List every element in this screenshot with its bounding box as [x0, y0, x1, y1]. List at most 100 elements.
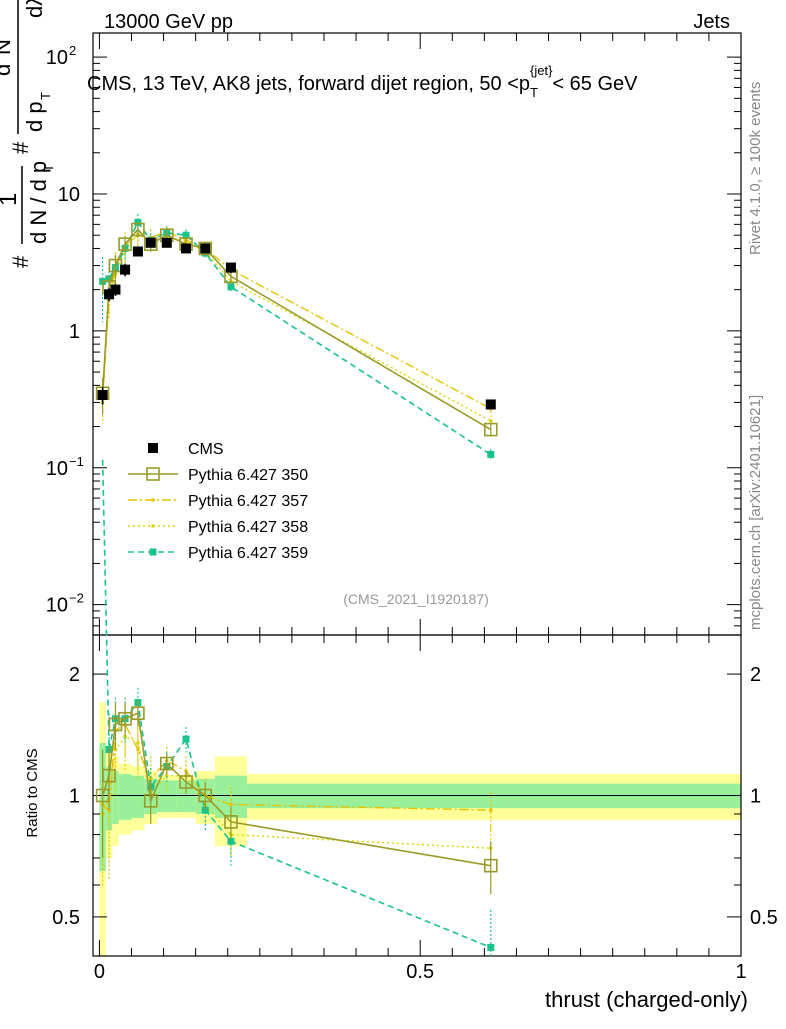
- ratio-point-350: [224, 815, 238, 829]
- ratio-y-tick-label-right: 1: [750, 786, 761, 808]
- top-y-tick-label: 10: [46, 458, 68, 480]
- top-y-tick-label: 10: [58, 184, 80, 206]
- point-350: [483, 422, 498, 437]
- point-359: [134, 218, 142, 226]
- plot-title: CMS, 13 TeV, AK8 jets, forward dijet reg…: [87, 63, 638, 100]
- cms-point: [200, 243, 211, 254]
- series-line-358: [101, 233, 492, 422]
- ylabel-t2: T: [38, 92, 53, 100]
- rivet-label: Rivet 4.1.0, ≥ 100k events: [747, 82, 764, 255]
- ratio-point-350: [143, 794, 158, 808]
- point-350: [198, 241, 213, 256]
- x-tick-label: 0: [94, 961, 105, 983]
- ratio-point-358: [136, 741, 140, 745]
- ratio-y-tick-label: 1: [69, 786, 80, 808]
- cms-point: [104, 289, 115, 300]
- legend-label: CMS: [188, 441, 224, 458]
- cms-point: [225, 262, 236, 273]
- x-tick-label: 1: [735, 961, 746, 983]
- cms-point: [97, 390, 108, 401]
- legend-label: Pythia 6.427 359: [188, 545, 308, 562]
- y-axis-label: # 1 d N / d p T # d 2 N d p T dλ: [0, 0, 56, 268]
- cms-point: [132, 246, 143, 257]
- point-350: [131, 222, 145, 237]
- top-y-tick-label: 10: [46, 47, 68, 69]
- ylabel-d2: d: [0, 64, 15, 76]
- title-sup: {jet}: [530, 63, 553, 78]
- ylabel-hash-2: #: [8, 141, 33, 154]
- x-axis-label: thrust (charged-only): [545, 987, 748, 1012]
- ratio-point-359: [227, 837, 235, 845]
- x-tick-label: 0.5: [406, 961, 434, 983]
- ratio-point-357: [136, 747, 140, 752]
- title-sub: T: [530, 85, 538, 100]
- point-350: [118, 237, 132, 251]
- band-inner-4: [131, 775, 145, 818]
- ratio-y-tick-label: 2: [69, 664, 80, 686]
- cms-point: [181, 243, 192, 254]
- analysis-id: (CMS_2021_I1920187): [343, 591, 489, 607]
- point-358: [488, 419, 493, 423]
- ylabel-hash-1: #: [8, 255, 33, 268]
- legend-label: Pythia 6.427 350: [188, 467, 308, 484]
- ratio-point-350: [131, 706, 145, 720]
- ratio-point-350: [118, 711, 132, 726]
- legend-marker-cms: [148, 443, 158, 453]
- legend: CMS Pythia 6.427 350 Pythia 6.427 357 Pythi…: [128, 441, 308, 562]
- ylabel-two: 2: [0, 56, 3, 63]
- ratio-point-359: [182, 735, 190, 743]
- point-359: [487, 450, 495, 458]
- top-y-tick-label: 1: [69, 321, 80, 343]
- ratio-y-tick-label-right: 2: [750, 664, 761, 686]
- band-inner-6: [157, 780, 177, 813]
- legend-label: Pythia 6.427 357: [188, 493, 308, 510]
- series-line-357: [101, 230, 492, 410]
- ratio-point-350: [198, 788, 213, 803]
- top-y-tick-exponent: −2: [69, 591, 84, 606]
- ylabel-dlambda: dλ: [22, 0, 47, 18]
- ylabel-one: 1: [0, 193, 22, 206]
- ylabel-t1: T: [41, 164, 56, 172]
- cms-point: [110, 284, 121, 295]
- ratio-line-359: [101, 459, 492, 949]
- legend-marker: [151, 524, 155, 528]
- top-y-tick-exponent: −1: [69, 454, 84, 469]
- top-y-tick-exponent: 2: [69, 43, 76, 58]
- top-y-tick-label: 10: [46, 595, 68, 617]
- band-inner-2: [112, 771, 119, 824]
- ylabel-dpt: d p: [22, 101, 47, 132]
- cms-point: [485, 399, 496, 410]
- legend-marker: [146, 467, 160, 481]
- ylabel-n: N: [0, 39, 15, 55]
- legend-label: Pythia 6.427 358: [188, 519, 308, 536]
- title-main: CMS, 13 TeV, AK8 jets, forward dijet reg…: [87, 73, 530, 95]
- ratio-point-350: [179, 775, 193, 789]
- band-inner-3: [118, 774, 132, 820]
- ratio-y-tick-label-right: 0.5: [750, 907, 778, 929]
- title-after: < 65 GeV: [552, 73, 638, 95]
- ratio-point-357: [488, 808, 493, 812]
- mcplots-label: mcplots.cern.ch [arXiv:2401.10621]: [747, 395, 764, 630]
- series-line-350: [101, 228, 492, 431]
- point-359: [227, 283, 235, 291]
- ratio-point-357: [148, 777, 153, 781]
- ratio-y-label: Ratio to CMS: [24, 748, 41, 837]
- ratio-point-350: [483, 858, 498, 873]
- ratio-point-350: [102, 768, 116, 783]
- cms-point: [161, 237, 172, 248]
- ratio-point-357: [229, 802, 233, 807]
- series: [95, 214, 498, 956]
- ylabel-dn: d N / d p: [26, 161, 51, 244]
- point-359: [182, 231, 190, 239]
- header-left: 13000 GeV pp: [104, 11, 233, 33]
- header-right: Jets: [693, 11, 730, 33]
- cms-point: [120, 264, 131, 275]
- ratio-point-350: [159, 756, 174, 771]
- legend-marker: [149, 548, 157, 556]
- cms-point: [145, 237, 156, 248]
- legend-marker: [151, 498, 155, 502]
- series-line-359: [102, 220, 492, 456]
- ratio-point-359: [487, 943, 495, 951]
